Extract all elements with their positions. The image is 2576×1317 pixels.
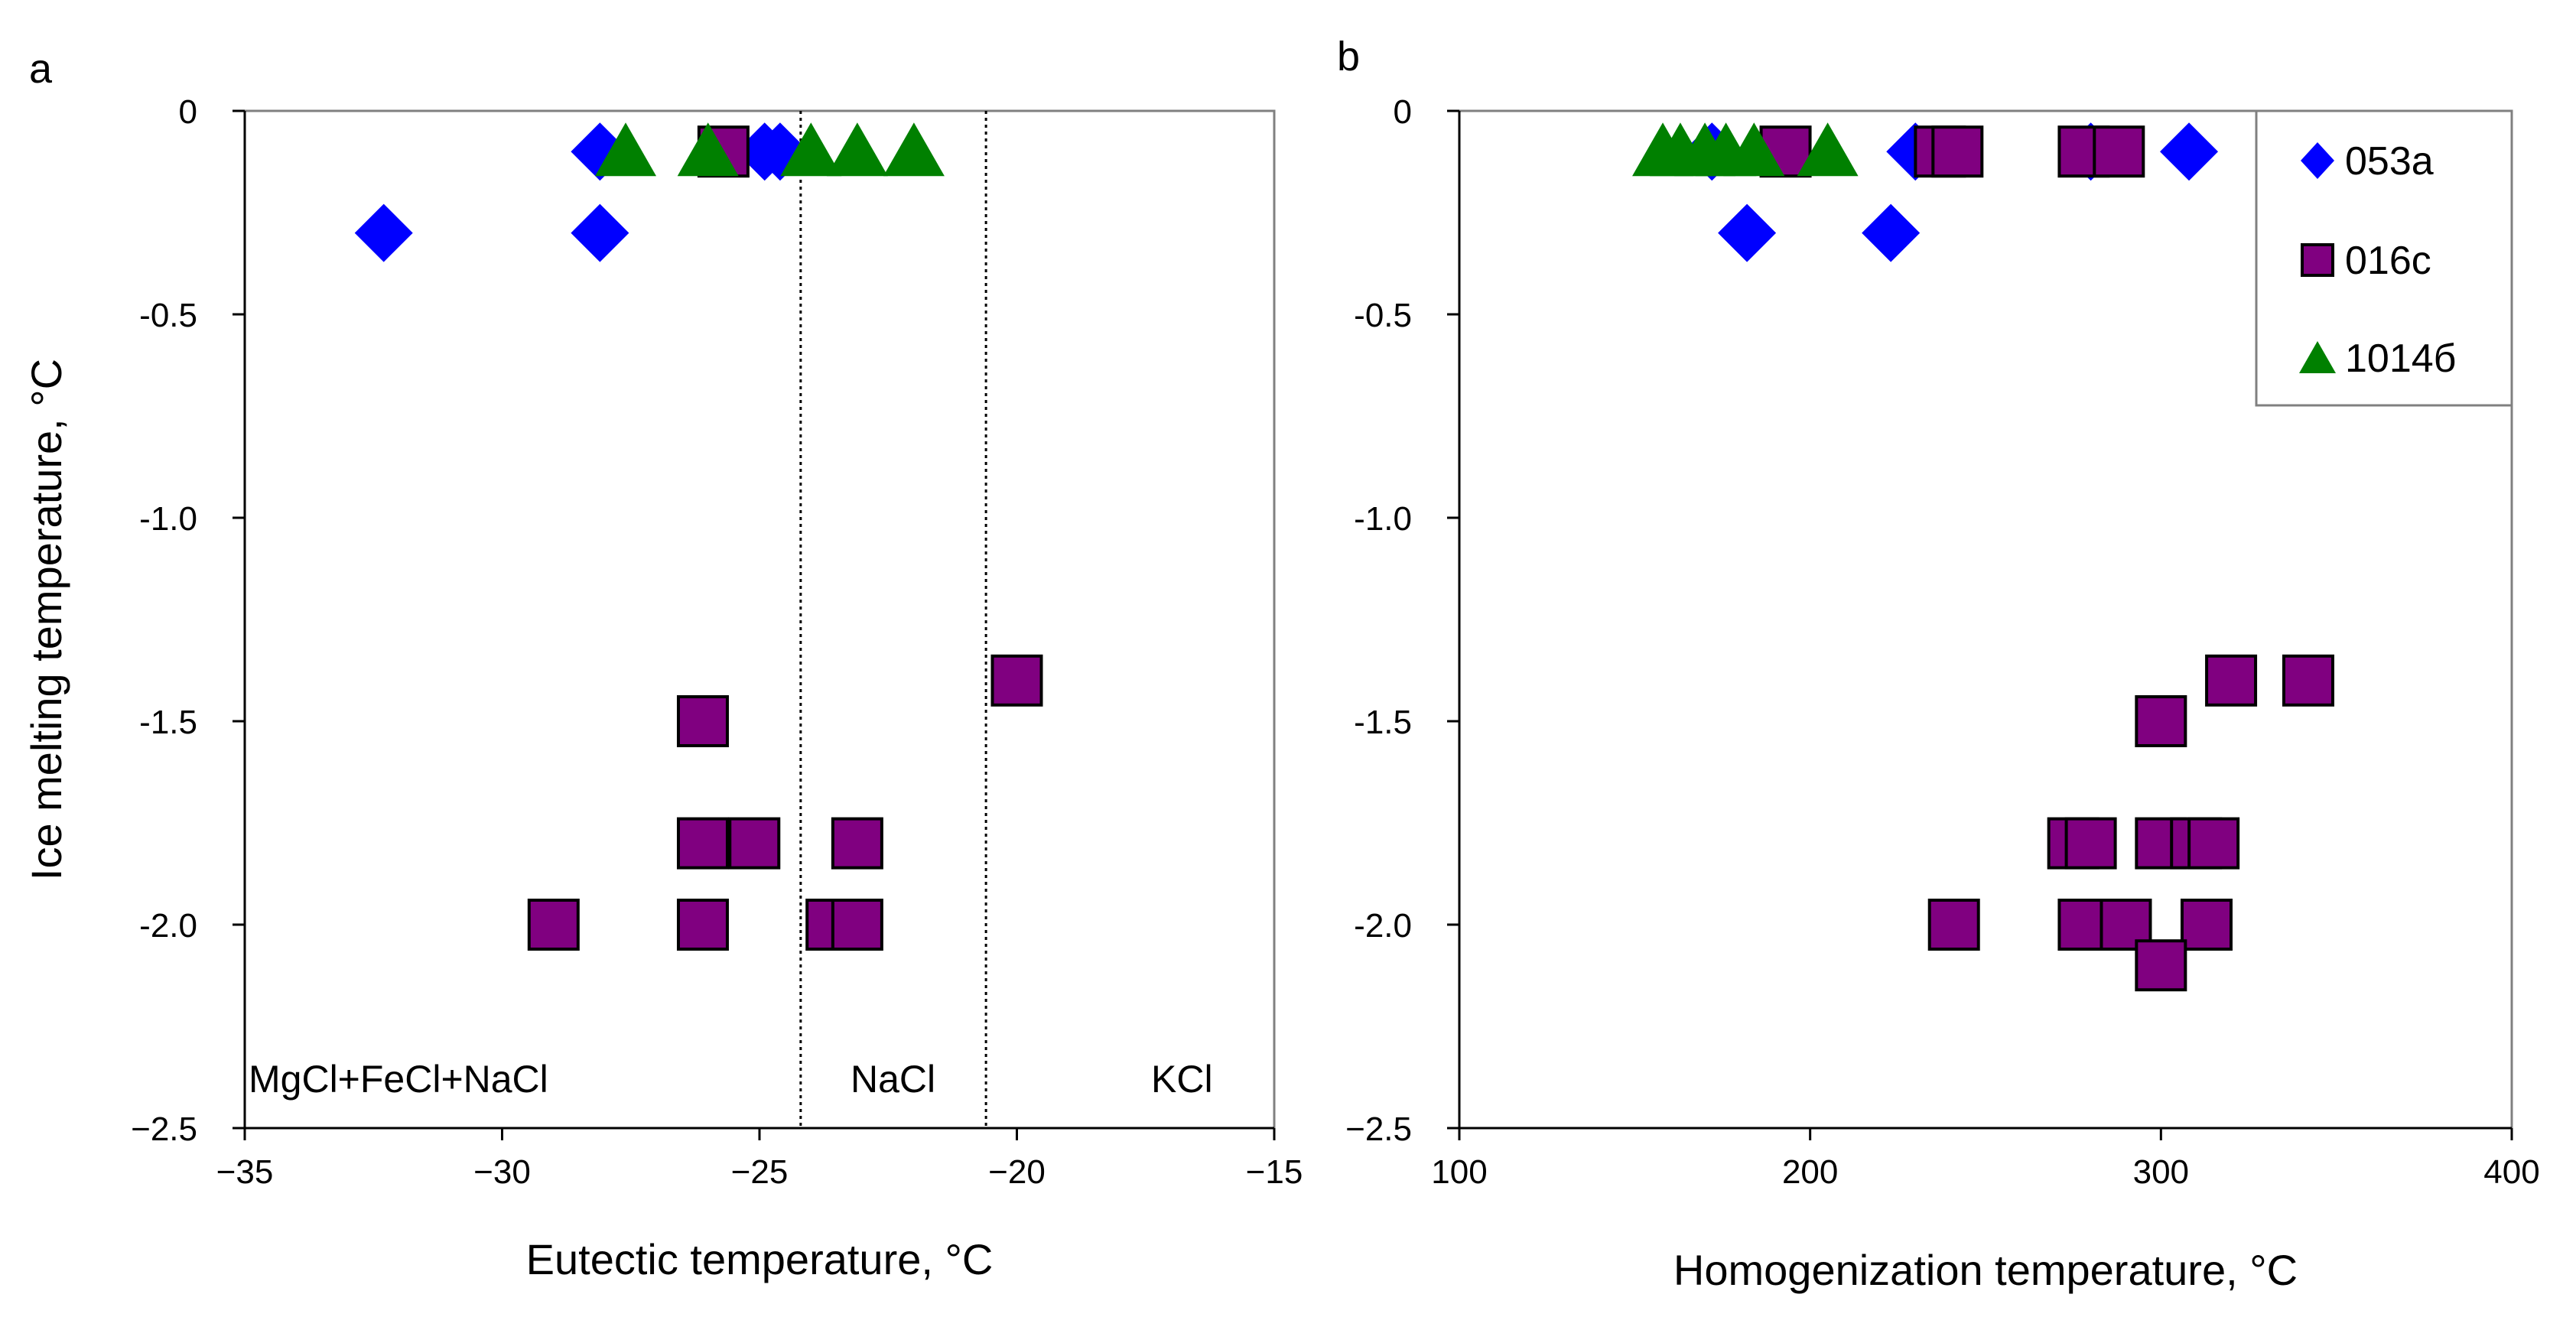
panel-a-point-016c <box>676 817 729 870</box>
panel-b: 100 200 300 400 0 -0.5 -1.0 -1.5 -2.0 −2.5 b Homo… <box>1337 34 2540 1294</box>
panel-b-point-016c <box>2282 654 2334 707</box>
panel-a-x-axis-title: Eutectic temperature, °C <box>526 1235 994 1283</box>
panel-a-plot-frame <box>243 109 1276 1130</box>
panel-a-point-016c <box>728 817 781 870</box>
panel-b-point-016c <box>2180 899 2233 951</box>
panel-a-y-tick-label: 0 <box>179 93 197 131</box>
panel-b-y-tick-label: −2.5 <box>1345 1111 1412 1148</box>
panel-b-label: b <box>1337 34 1360 80</box>
panel-a-point-016c <box>676 899 729 951</box>
panel-b-point-016c <box>2093 125 2145 178</box>
panel-b-y-tick-label: -1.0 <box>1354 500 1412 538</box>
panel-b-point-016c <box>2135 939 2187 992</box>
panel-b-point-016c <box>1931 125 1984 178</box>
legend-triangle-marker <box>2299 341 2336 373</box>
panel-b-point-016c <box>2100 899 2152 951</box>
panel-a: −35 −30 −25 −20 −15 0 -0.5 -1.0 -1.5 -2.0 −2.5 a E… <box>22 46 1303 1283</box>
panel-a-point-053a <box>354 203 413 262</box>
panel-b-x-tick-label: 100 <box>1431 1153 1487 1191</box>
panel-b-x-tick-label: 400 <box>2483 1153 2539 1191</box>
legend-label-053a: 053a <box>2345 139 2434 184</box>
panel-b-point-053a <box>2160 122 2219 181</box>
panel-a-y-tick-label: -1.0 <box>139 500 197 538</box>
panel-b-point-016c <box>1927 899 1980 951</box>
legend-entry-1014b: 1014б <box>2299 337 2456 381</box>
panel-a-y-tick-label: -1.5 <box>139 704 197 741</box>
panel-a-data-points <box>354 122 1043 951</box>
panel-a-x-tick-label: −25 <box>731 1153 789 1191</box>
panel-b-y-tick-label: -1.5 <box>1354 704 1412 741</box>
panel-b-point-053a <box>1718 203 1777 262</box>
panel-b-point-053a <box>1862 203 1921 262</box>
panel-a-point-1014b <box>780 122 842 177</box>
panel-a-ticks: −35 −30 −25 −20 −15 0 -0.5 -1.0 -1.5 -2.0 −2.5 <box>131 93 1303 1191</box>
panel-b-y-tick-label: -2.0 <box>1354 907 1412 945</box>
panel-a-point-016c <box>676 695 729 747</box>
panel-b-y-tick-label: -0.5 <box>1354 297 1412 334</box>
panel-a-point-1014b <box>677 122 739 177</box>
panel-b-x-axis-title: Homogenization temperature, °C <box>1673 1246 2298 1294</box>
panel-b-point-016c <box>2205 654 2258 707</box>
panel-b-x-tick-label: 200 <box>1782 1153 1838 1191</box>
legend-label-1014b: 1014б <box>2345 337 2456 381</box>
panel-a-dotted-boundaries <box>799 111 987 1128</box>
panel-a-point-016c <box>831 817 883 870</box>
panel-a-x-tick-label: −35 <box>216 1153 274 1191</box>
panel-a-x-tick-label: −30 <box>473 1153 531 1191</box>
region-label-nacl: NaCl <box>851 1058 935 1101</box>
panel-b-point-016c <box>2135 695 2187 747</box>
panel-b-point-1014b <box>1723 122 1785 177</box>
panel-a-point-016c <box>990 654 1043 707</box>
legend-box <box>2255 109 2513 407</box>
panel-a-point-053a <box>571 203 629 262</box>
panel-a-label: a <box>29 46 53 92</box>
region-label-kcl: KCl <box>1151 1058 1213 1101</box>
panel-a-point-1014b <box>883 122 945 177</box>
legend-entry-016c: 016c <box>2301 239 2431 283</box>
panel-b-data-points <box>1632 122 2334 992</box>
panel-b-x-tick-label: 300 <box>2133 1153 2189 1191</box>
region-label-mgcl-fecl-nacl: MgCl+FeCl+NaCl <box>249 1058 548 1101</box>
legend-diamond-marker <box>2301 142 2334 179</box>
panel-a-point-1014b <box>826 122 888 177</box>
panel-a-point-053a <box>750 122 809 181</box>
panel-a-y-axis-title: Ice melting temperature, °C <box>22 359 70 880</box>
panel-b-y-tick-label: 0 <box>1394 93 1412 131</box>
panel-b-point-1014b <box>1797 122 1859 177</box>
panel-a-y-tick-label: -2.0 <box>139 907 197 945</box>
panel-b-point-016c <box>2064 817 2117 870</box>
panel-a-x-tick-label: −15 <box>1246 1153 1303 1191</box>
panel-a-y-tick-label: −2.5 <box>131 1111 197 1148</box>
legend-entry-053a: 053a <box>2301 139 2434 184</box>
panel-b-ticks: 100 200 300 400 0 -0.5 -1.0 -1.5 -2.0 −2.5 <box>1345 93 2540 1191</box>
panel-a-point-016c <box>527 899 580 951</box>
legend: 053a 016c 1014б <box>2255 109 2513 407</box>
panel-b-point-016c <box>2187 817 2240 870</box>
legend-label-016c: 016c <box>2345 239 2431 283</box>
panel-a-x-tick-label: −20 <box>988 1153 1046 1191</box>
panel-a-point-1014b <box>595 122 657 177</box>
legend-square-marker <box>2301 243 2334 277</box>
panel-a-point-016c <box>831 899 883 951</box>
panel-a-y-tick-label: -0.5 <box>139 297 197 334</box>
